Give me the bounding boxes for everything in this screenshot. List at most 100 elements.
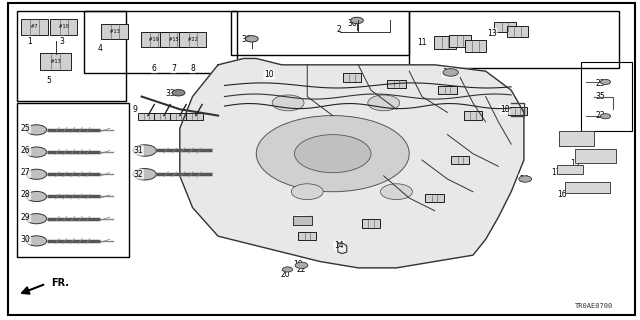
Bar bbox=[409, 11, 620, 68]
Bar bbox=[17, 103, 129, 257]
Text: 36: 36 bbox=[242, 35, 252, 44]
FancyBboxPatch shape bbox=[387, 80, 406, 88]
Text: 4: 4 bbox=[98, 44, 102, 53]
Circle shape bbox=[294, 135, 371, 173]
Circle shape bbox=[26, 191, 47, 202]
FancyBboxPatch shape bbox=[426, 194, 444, 202]
Circle shape bbox=[600, 114, 611, 119]
Text: 20: 20 bbox=[280, 270, 290, 279]
Text: #10: #10 bbox=[59, 24, 68, 29]
Text: 19: 19 bbox=[293, 260, 303, 269]
FancyBboxPatch shape bbox=[141, 32, 168, 47]
Bar bbox=[581, 62, 632, 132]
Text: 9: 9 bbox=[132, 105, 138, 114]
Text: 18: 18 bbox=[500, 105, 509, 114]
Text: 29: 29 bbox=[20, 212, 31, 222]
Text: 28: 28 bbox=[21, 190, 30, 199]
Text: 17: 17 bbox=[551, 168, 561, 177]
FancyBboxPatch shape bbox=[464, 111, 482, 120]
FancyBboxPatch shape bbox=[138, 113, 155, 120]
Text: 35: 35 bbox=[595, 92, 605, 101]
Text: 23: 23 bbox=[596, 79, 605, 88]
Text: 25: 25 bbox=[20, 124, 31, 133]
Circle shape bbox=[600, 79, 611, 84]
Text: 11: 11 bbox=[417, 38, 427, 47]
FancyBboxPatch shape bbox=[51, 19, 77, 35]
Text: 5: 5 bbox=[47, 76, 52, 85]
Circle shape bbox=[291, 184, 323, 200]
Text: 22: 22 bbox=[296, 265, 306, 274]
FancyBboxPatch shape bbox=[494, 22, 516, 32]
FancyBboxPatch shape bbox=[362, 219, 380, 228]
FancyBboxPatch shape bbox=[507, 27, 529, 36]
Circle shape bbox=[26, 147, 47, 157]
Circle shape bbox=[26, 236, 47, 246]
Circle shape bbox=[172, 90, 185, 96]
Text: #13: #13 bbox=[51, 59, 60, 64]
FancyBboxPatch shape bbox=[186, 113, 203, 120]
Text: 24: 24 bbox=[519, 174, 529, 184]
Bar bbox=[565, 182, 610, 193]
Circle shape bbox=[351, 17, 364, 24]
Text: 34: 34 bbox=[443, 68, 452, 77]
FancyBboxPatch shape bbox=[160, 32, 187, 47]
Text: 14: 14 bbox=[334, 241, 344, 250]
FancyBboxPatch shape bbox=[154, 113, 171, 120]
Text: FR.: FR. bbox=[51, 278, 69, 288]
Circle shape bbox=[133, 169, 156, 180]
Circle shape bbox=[26, 214, 47, 224]
FancyBboxPatch shape bbox=[508, 107, 527, 115]
Circle shape bbox=[133, 145, 156, 156]
Circle shape bbox=[295, 262, 308, 268]
FancyBboxPatch shape bbox=[170, 113, 187, 120]
Bar bbox=[231, 11, 409, 55]
Text: 23: 23 bbox=[596, 111, 605, 120]
FancyBboxPatch shape bbox=[434, 36, 456, 49]
Text: 15: 15 bbox=[570, 159, 580, 168]
Text: 3: 3 bbox=[60, 36, 65, 45]
FancyBboxPatch shape bbox=[451, 156, 469, 164]
FancyBboxPatch shape bbox=[449, 35, 471, 47]
Text: 33: 33 bbox=[165, 89, 175, 98]
Text: 13: 13 bbox=[487, 28, 497, 38]
Text: #19: #19 bbox=[150, 37, 159, 42]
Circle shape bbox=[272, 95, 304, 111]
Text: 32: 32 bbox=[134, 170, 143, 179]
Text: TR0AE0700: TR0AE0700 bbox=[575, 303, 613, 309]
Bar bbox=[84, 11, 237, 73]
Circle shape bbox=[256, 116, 409, 192]
Bar bbox=[557, 165, 582, 174]
Circle shape bbox=[246, 36, 258, 42]
Text: 21: 21 bbox=[296, 216, 306, 225]
Text: 12: 12 bbox=[557, 140, 567, 148]
Text: #7: #7 bbox=[31, 24, 38, 29]
Text: 2: 2 bbox=[337, 25, 342, 35]
Text: #22: #22 bbox=[188, 37, 197, 42]
Text: 8: 8 bbox=[190, 63, 195, 73]
Bar bbox=[293, 216, 312, 225]
Circle shape bbox=[282, 267, 292, 272]
FancyBboxPatch shape bbox=[298, 232, 317, 240]
FancyBboxPatch shape bbox=[465, 40, 486, 52]
Text: 26: 26 bbox=[20, 146, 31, 155]
Circle shape bbox=[443, 69, 458, 76]
FancyBboxPatch shape bbox=[101, 24, 128, 39]
FancyBboxPatch shape bbox=[40, 53, 72, 70]
Text: 10: 10 bbox=[264, 70, 274, 79]
Text: 7: 7 bbox=[171, 63, 176, 73]
Polygon shape bbox=[180, 59, 524, 268]
Text: #13: #13 bbox=[110, 29, 120, 34]
FancyBboxPatch shape bbox=[438, 86, 457, 94]
FancyBboxPatch shape bbox=[342, 73, 361, 82]
FancyBboxPatch shape bbox=[21, 19, 48, 35]
Text: 30: 30 bbox=[20, 235, 31, 244]
FancyBboxPatch shape bbox=[179, 32, 206, 47]
Circle shape bbox=[26, 125, 47, 135]
Text: 6: 6 bbox=[152, 63, 157, 73]
Text: 16: 16 bbox=[557, 190, 567, 199]
Bar bbox=[17, 11, 125, 101]
Text: 27: 27 bbox=[20, 168, 31, 177]
Circle shape bbox=[381, 184, 412, 200]
Text: 36: 36 bbox=[347, 19, 356, 28]
Text: 31: 31 bbox=[134, 146, 143, 155]
